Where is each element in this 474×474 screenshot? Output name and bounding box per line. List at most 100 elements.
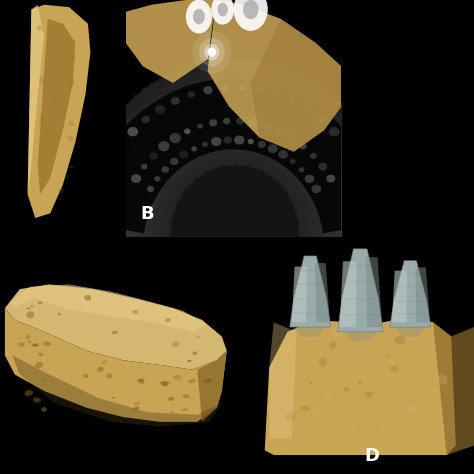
Ellipse shape (48, 134, 53, 137)
Ellipse shape (387, 354, 391, 356)
Ellipse shape (69, 165, 73, 168)
Ellipse shape (184, 128, 191, 134)
Ellipse shape (39, 118, 43, 125)
Ellipse shape (155, 105, 165, 114)
Ellipse shape (304, 107, 310, 112)
Ellipse shape (83, 374, 88, 378)
Polygon shape (10, 284, 207, 332)
Ellipse shape (344, 387, 349, 392)
Ellipse shape (222, 85, 228, 91)
Ellipse shape (133, 407, 140, 410)
Ellipse shape (72, 56, 76, 60)
Ellipse shape (332, 327, 343, 337)
Polygon shape (390, 261, 431, 327)
Ellipse shape (53, 52, 58, 55)
Ellipse shape (418, 400, 423, 403)
Ellipse shape (33, 398, 41, 403)
Ellipse shape (276, 128, 283, 134)
Ellipse shape (318, 163, 327, 171)
Ellipse shape (218, 3, 228, 17)
Ellipse shape (299, 167, 304, 172)
Ellipse shape (288, 98, 295, 104)
Polygon shape (126, 0, 216, 83)
Ellipse shape (406, 404, 416, 412)
Ellipse shape (286, 345, 290, 347)
Ellipse shape (310, 153, 317, 159)
Polygon shape (344, 332, 376, 341)
Ellipse shape (311, 185, 321, 193)
Ellipse shape (160, 381, 169, 386)
Polygon shape (315, 263, 330, 322)
Polygon shape (5, 284, 227, 370)
Polygon shape (12, 356, 222, 427)
Polygon shape (340, 261, 356, 327)
Ellipse shape (172, 341, 179, 347)
Ellipse shape (188, 91, 195, 98)
Ellipse shape (30, 305, 34, 307)
Ellipse shape (37, 25, 42, 31)
Ellipse shape (278, 150, 288, 159)
Ellipse shape (165, 318, 171, 322)
Ellipse shape (188, 379, 196, 383)
Polygon shape (197, 351, 227, 422)
Ellipse shape (111, 331, 118, 334)
Ellipse shape (323, 392, 331, 398)
Ellipse shape (182, 409, 185, 411)
Ellipse shape (25, 390, 33, 396)
Ellipse shape (234, 0, 268, 31)
Ellipse shape (170, 158, 178, 165)
Ellipse shape (379, 423, 385, 427)
Ellipse shape (258, 141, 266, 148)
Ellipse shape (204, 379, 212, 383)
Ellipse shape (243, 0, 258, 19)
Ellipse shape (84, 295, 91, 301)
Ellipse shape (197, 336, 200, 338)
Ellipse shape (268, 144, 278, 153)
Polygon shape (27, 5, 91, 218)
Ellipse shape (192, 31, 231, 73)
Ellipse shape (38, 353, 43, 356)
Polygon shape (251, 19, 341, 152)
Ellipse shape (272, 91, 279, 98)
Ellipse shape (199, 38, 225, 66)
Ellipse shape (65, 175, 69, 178)
Ellipse shape (58, 313, 61, 315)
Ellipse shape (239, 85, 245, 91)
Ellipse shape (286, 133, 297, 143)
Ellipse shape (300, 143, 307, 149)
Ellipse shape (390, 366, 399, 372)
Text: D: D (365, 447, 380, 465)
Ellipse shape (358, 381, 362, 384)
Ellipse shape (67, 135, 73, 142)
Ellipse shape (186, 0, 212, 34)
Polygon shape (396, 327, 425, 337)
Ellipse shape (102, 360, 107, 365)
Ellipse shape (329, 342, 337, 349)
Ellipse shape (140, 382, 144, 384)
Ellipse shape (248, 118, 259, 128)
Ellipse shape (202, 142, 208, 147)
Polygon shape (433, 322, 474, 455)
Ellipse shape (149, 152, 157, 159)
Ellipse shape (40, 77, 45, 83)
Polygon shape (292, 266, 307, 322)
Ellipse shape (263, 123, 271, 129)
Polygon shape (366, 257, 382, 327)
Ellipse shape (55, 99, 58, 102)
Polygon shape (264, 318, 456, 455)
Ellipse shape (208, 47, 216, 57)
Ellipse shape (341, 417, 349, 422)
Ellipse shape (27, 340, 31, 343)
Ellipse shape (69, 80, 74, 86)
Polygon shape (415, 267, 430, 322)
Ellipse shape (236, 118, 245, 125)
Ellipse shape (35, 362, 43, 368)
Ellipse shape (429, 390, 435, 395)
Ellipse shape (224, 137, 232, 144)
Ellipse shape (171, 97, 180, 105)
Ellipse shape (326, 174, 335, 182)
Ellipse shape (41, 407, 46, 412)
Ellipse shape (22, 343, 26, 346)
Ellipse shape (191, 146, 197, 151)
Ellipse shape (223, 118, 230, 124)
